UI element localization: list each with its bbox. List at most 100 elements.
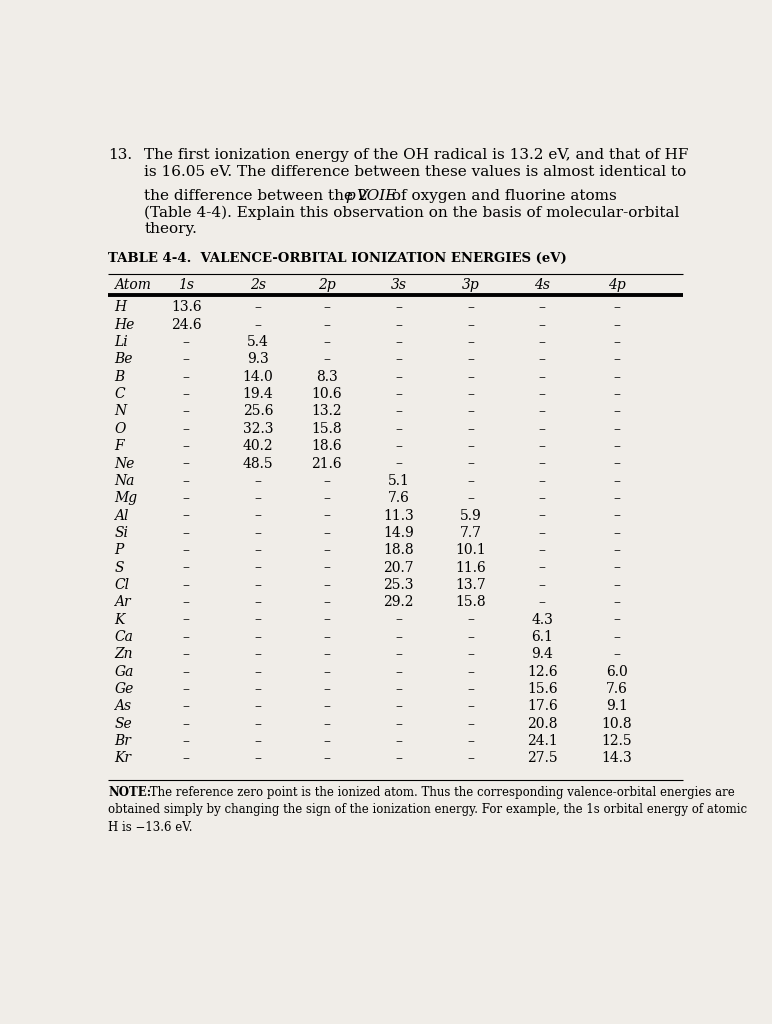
Text: P: P [114, 544, 124, 557]
Text: 15.8: 15.8 [455, 595, 486, 609]
Text: 11.6: 11.6 [455, 560, 486, 574]
Text: –: – [467, 699, 474, 714]
Text: –: – [323, 752, 330, 765]
Text: –: – [395, 422, 402, 436]
Text: –: – [614, 352, 621, 367]
Text: 7.6: 7.6 [388, 492, 410, 505]
Text: 5.9: 5.9 [459, 509, 481, 522]
Text: –: – [255, 492, 262, 505]
Text: –: – [539, 404, 546, 419]
Text: –: – [255, 595, 262, 609]
Text: –: – [467, 492, 474, 505]
Text: –: – [323, 647, 330, 662]
Text: –: – [255, 752, 262, 765]
Text: –: – [323, 352, 330, 367]
Text: –: – [183, 404, 190, 419]
Text: –: – [614, 439, 621, 454]
Text: 5.1: 5.1 [388, 474, 410, 487]
Text: obtained simply by changing the sign of the ionization energy. For example, the : obtained simply by changing the sign of … [108, 804, 747, 816]
Text: 3s: 3s [391, 278, 407, 292]
Text: –: – [255, 578, 262, 592]
Text: –: – [323, 300, 330, 314]
Text: –: – [614, 457, 621, 470]
Text: 29.2: 29.2 [384, 595, 414, 609]
Text: Al: Al [114, 509, 129, 522]
Text: 17.6: 17.6 [527, 699, 557, 714]
Text: –: – [614, 335, 621, 349]
Text: –: – [183, 665, 190, 679]
Text: H is −13.6 eV.: H is −13.6 eV. [108, 820, 193, 834]
Text: –: – [395, 752, 402, 765]
Text: –: – [467, 752, 474, 765]
Text: –: – [395, 665, 402, 679]
Text: –: – [539, 509, 546, 522]
Text: –: – [614, 647, 621, 662]
Text: –: – [255, 474, 262, 487]
Text: C: C [114, 387, 125, 401]
Text: –: – [395, 352, 402, 367]
Text: O: O [114, 422, 126, 436]
Text: 24.1: 24.1 [527, 734, 557, 749]
Text: –: – [467, 300, 474, 314]
Text: 6.0: 6.0 [606, 665, 628, 679]
Text: 4p: 4p [608, 278, 626, 292]
Text: –: – [255, 682, 262, 696]
Text: –: – [467, 612, 474, 627]
Text: Atom: Atom [114, 278, 151, 292]
Text: 7.6: 7.6 [606, 682, 628, 696]
Text: –: – [614, 560, 621, 574]
Text: 4.3: 4.3 [531, 612, 554, 627]
Text: Zn: Zn [114, 647, 133, 662]
Text: –: – [395, 439, 402, 454]
Text: –: – [183, 439, 190, 454]
Text: –: – [467, 335, 474, 349]
Text: –: – [323, 717, 330, 731]
Text: –: – [539, 370, 546, 384]
Text: –: – [467, 717, 474, 731]
Text: –: – [323, 699, 330, 714]
Text: –: – [467, 474, 474, 487]
Text: –: – [395, 682, 402, 696]
Text: –: – [255, 665, 262, 679]
Text: –: – [539, 492, 546, 505]
Text: –: – [183, 682, 190, 696]
Text: 1s: 1s [178, 278, 195, 292]
Text: –: – [395, 457, 402, 470]
Text: –: – [539, 474, 546, 487]
Text: Na: Na [114, 474, 135, 487]
Text: 9.4: 9.4 [531, 647, 554, 662]
Text: Ca: Ca [114, 630, 134, 644]
Text: Cl: Cl [114, 578, 130, 592]
Text: –: – [255, 717, 262, 731]
Text: 12.6: 12.6 [527, 665, 557, 679]
Text: Mg: Mg [114, 492, 137, 505]
Text: 10.1: 10.1 [455, 544, 486, 557]
Text: –: – [614, 526, 621, 540]
Text: 10.8: 10.8 [601, 717, 632, 731]
Text: –: – [183, 492, 190, 505]
Text: 27.5: 27.5 [527, 752, 557, 765]
Text: –: – [614, 595, 621, 609]
Text: 9.3: 9.3 [247, 352, 269, 367]
Text: –: – [614, 317, 621, 332]
Text: 20.7: 20.7 [384, 560, 414, 574]
Text: –: – [614, 509, 621, 522]
Text: –: – [395, 717, 402, 731]
Text: S: S [114, 560, 124, 574]
Text: is 16.05 eV. The difference between these values is almost identical to: is 16.05 eV. The difference between thes… [144, 165, 686, 178]
Text: –: – [395, 335, 402, 349]
Text: –: – [467, 317, 474, 332]
Text: –: – [183, 647, 190, 662]
Text: –: – [539, 335, 546, 349]
Text: –: – [614, 474, 621, 487]
Text: 13.2: 13.2 [312, 404, 342, 419]
Text: 24.6: 24.6 [171, 317, 201, 332]
Text: –: – [467, 439, 474, 454]
Text: 19.4: 19.4 [242, 387, 273, 401]
Text: 21.6: 21.6 [312, 457, 342, 470]
Text: –: – [395, 317, 402, 332]
Text: –: – [467, 665, 474, 679]
Text: –: – [614, 544, 621, 557]
Text: –: – [255, 612, 262, 627]
Text: –: – [614, 612, 621, 627]
